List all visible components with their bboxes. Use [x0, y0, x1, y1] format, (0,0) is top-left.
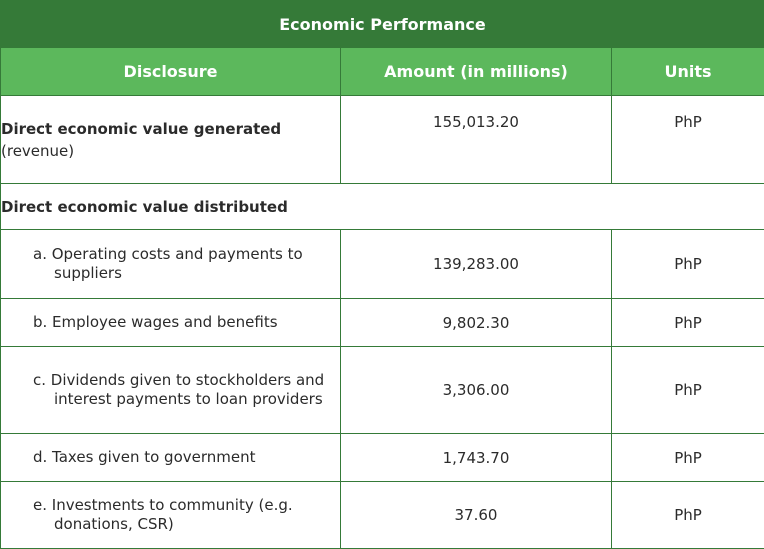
table-row-distributed-header: Direct economic value distributed	[1, 184, 764, 230]
header-disclosure: Disclosure	[1, 48, 341, 96]
row-c-amount: 3,306.00	[341, 347, 612, 434]
row-d-amount: 1,743.70	[341, 434, 612, 482]
row-c-unit: PhP	[612, 347, 764, 434]
row-c-label: c. Dividends given to stockholders and i…	[33, 371, 340, 410]
table-row-generated: Direct economic value generated (revenue…	[1, 96, 764, 184]
row-generated-unit: PhP	[612, 96, 764, 184]
table-row-e: e. Investments to community (e.g. donati…	[1, 482, 764, 549]
row-generated-label-bold: Direct economic value generated	[1, 120, 281, 138]
table-title-row: Economic Performance	[1, 1, 764, 48]
row-d-label: d. Taxes given to government	[33, 448, 340, 468]
table-title: Economic Performance	[1, 1, 764, 48]
table-row-d: d. Taxes given to government 1,743.70 Ph…	[1, 434, 764, 482]
header-amount: Amount (in millions)	[341, 48, 612, 96]
row-generated-label: Direct economic value generated (revenue…	[1, 96, 341, 184]
row-a-label: a. Operating costs and payments to suppl…	[33, 245, 340, 284]
row-a-amount: 139,283.00	[341, 230, 612, 299]
row-a-label-cell: a. Operating costs and payments to suppl…	[1, 230, 341, 299]
row-generated-label-rest: (revenue)	[1, 142, 74, 160]
distributed-section-heading: Direct economic value distributed	[1, 184, 764, 230]
row-b-label-cell: b. Employee wages and benefits	[1, 299, 341, 347]
economic-performance-table-container: Economic Performance Disclosure Amount (…	[0, 0, 764, 536]
row-a-unit: PhP	[612, 230, 764, 299]
row-d-label-cell: d. Taxes given to government	[1, 434, 341, 482]
row-e-label: e. Investments to community (e.g. donati…	[33, 496, 340, 535]
table-row-a: a. Operating costs and payments to suppl…	[1, 230, 764, 299]
table-row-c: c. Dividends given to stockholders and i…	[1, 347, 764, 434]
row-e-label-cell: e. Investments to community (e.g. donati…	[1, 482, 341, 549]
row-b-label: b. Employee wages and benefits	[33, 313, 340, 333]
table-header-row: Disclosure Amount (in millions) Units	[1, 48, 764, 96]
row-e-amount: 37.60	[341, 482, 612, 549]
row-c-label-cell: c. Dividends given to stockholders and i…	[1, 347, 341, 434]
row-d-unit: PhP	[612, 434, 764, 482]
header-units: Units	[612, 48, 764, 96]
table-row-b: b. Employee wages and benefits 9,802.30 …	[1, 299, 764, 347]
row-generated-amount: 155,013.20	[341, 96, 612, 184]
row-e-unit: PhP	[612, 482, 764, 549]
row-b-amount: 9,802.30	[341, 299, 612, 347]
row-b-unit: PhP	[612, 299, 764, 347]
